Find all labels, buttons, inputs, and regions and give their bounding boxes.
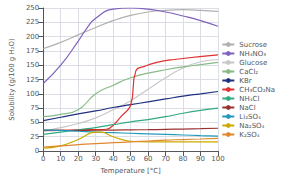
svg-text:250: 250 [26, 4, 39, 12]
svg-text:150: 150 [26, 61, 39, 69]
svg-text:Na₂SO₄: Na₂SO₄ [239, 122, 264, 130]
svg-text:100: 100 [26, 90, 39, 98]
svg-text:Sucrose: Sucrose [239, 41, 267, 49]
svg-text:40: 40 [109, 155, 118, 163]
svg-text:10: 10 [56, 155, 65, 163]
svg-text:Glucose: Glucose [239, 59, 267, 67]
svg-text:NH₄NO₃: NH₄NO₃ [239, 50, 266, 58]
svg-text:0: 0 [35, 147, 39, 155]
svg-text:90: 90 [196, 155, 205, 163]
svg-text:NaCl: NaCl [239, 104, 255, 112]
svg-text:80: 80 [179, 155, 188, 163]
svg-text:125: 125 [26, 76, 39, 84]
svg-text:CaCl₂: CaCl₂ [239, 68, 258, 76]
svg-text:175: 175 [26, 47, 39, 55]
svg-text:Solubility (g/100 g H₂O): Solubility (g/100 g H₂O) [8, 38, 16, 121]
svg-text:50: 50 [126, 155, 135, 163]
svg-text:30: 30 [91, 155, 100, 163]
svg-text:Li₂SO₄: Li₂SO₄ [239, 113, 261, 121]
svg-text:50: 50 [30, 118, 39, 126]
svg-text:70: 70 [161, 155, 170, 163]
svg-text:75: 75 [30, 104, 39, 112]
svg-text:NH₄Cl: NH₄Cl [239, 95, 259, 103]
svg-text:20: 20 [74, 155, 83, 163]
svg-text:CH₃CO₂Na: CH₃CO₂Na [239, 86, 275, 94]
svg-text:225: 225 [26, 18, 39, 26]
svg-text:K₂SO₄: K₂SO₄ [239, 131, 259, 139]
svg-text:200: 200 [26, 33, 39, 41]
svg-text:60: 60 [144, 155, 153, 163]
svg-text:100: 100 [211, 155, 224, 163]
svg-text:Temperature [°C]: Temperature [°C] [99, 167, 161, 175]
svg-text:KBr: KBr [239, 77, 251, 85]
svg-text:25: 25 [30, 133, 39, 141]
svg-text:0: 0 [41, 155, 45, 163]
